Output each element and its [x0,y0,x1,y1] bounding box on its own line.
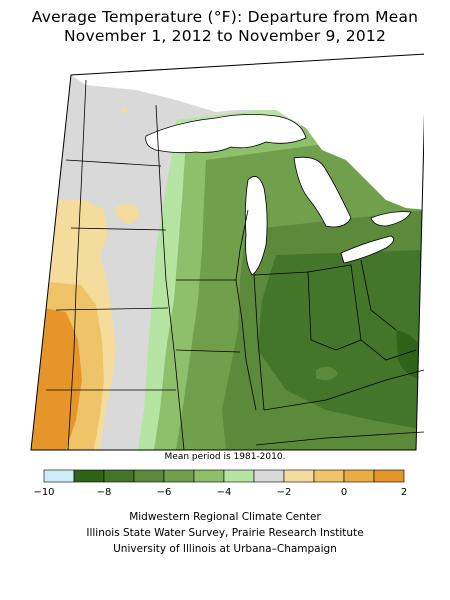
legend-tick-label: 2 [401,487,407,498]
warm-patch-small [120,107,129,113]
map-title-line-1: Average Temperature (°F): Departure from… [31,8,419,26]
credit-line-1: Midwestern Regional Climate Center [129,511,321,523]
cool-band-5 [258,250,424,430]
legend-tick-label: −8 [97,487,112,498]
legend-bin [313,469,345,483]
lake-michigan [245,176,268,275]
legend-bin [133,469,165,483]
mean-period-note: Mean period is 1981-2010. [164,452,286,462]
legend-bins [43,469,405,483]
legend-tick-label: −2 [277,487,292,498]
map-frame [30,53,424,451]
credit-line-2: Illinois State Water Survey, Prairie Res… [86,527,364,539]
legend-bin [253,469,285,483]
legend-bin [343,469,375,483]
cool-patch-east [316,366,338,381]
color-scale-legend: −10−8−6−4−2024 [33,469,407,498]
legend-bin [73,469,105,483]
legend-bin [103,469,135,483]
legend-bin [373,469,405,483]
credit-line-3: University of Illinois at Urbana–Champai… [113,543,337,555]
temperature-departure-map [30,53,424,451]
lake-ontario [371,211,411,226]
legend-tick-label: −6 [157,487,172,498]
legend-bin [193,469,225,483]
canada-region [216,80,424,210]
map-title-line-2: November 1, 2012 to November 9, 2012 [63,27,387,45]
canada-region-north [71,54,424,112]
state-boundaries [46,79,424,451]
legend-tick-label: −10 [33,487,54,498]
lake-erie [341,236,394,263]
legend-bin [283,469,315,483]
lake-outlines [145,114,412,276]
legend-tick-label: 0 [341,487,347,498]
warm-patch-north [114,204,139,224]
legend-bin [43,469,75,483]
legend-tick-label: −4 [217,487,232,498]
legend-bin [223,469,255,483]
legend-bin [163,469,195,483]
legend-tick-labels: −10−8−6−4−2024 [33,487,407,498]
cool-core [396,330,424,380]
lake-superior [145,114,306,153]
lake-huron [294,157,351,227]
